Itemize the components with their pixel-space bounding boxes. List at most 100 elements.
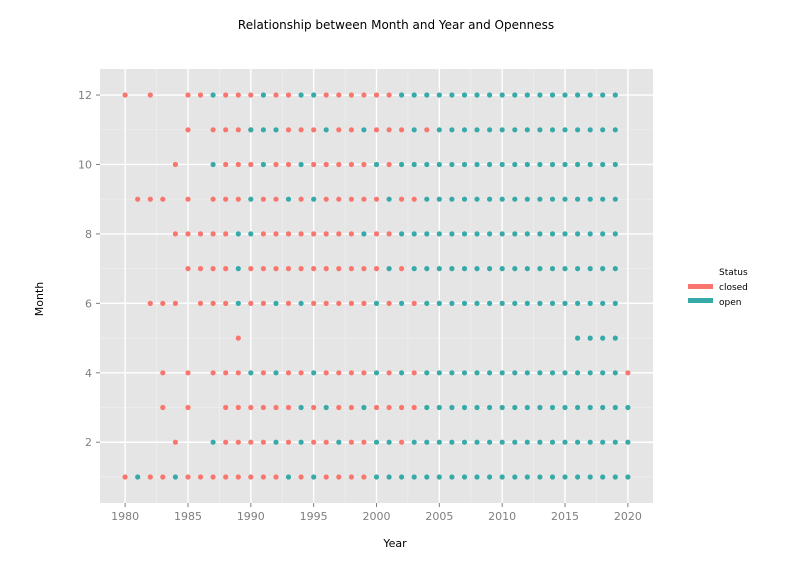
data-point-open: [549, 370, 556, 376]
data-point-closed: [185, 266, 191, 272]
data-point-closed: [298, 127, 304, 133]
data-point-closed: [273, 474, 279, 480]
data-point-open: [373, 161, 380, 168]
data-point-open: [361, 127, 367, 133]
data-point-open: [600, 404, 606, 411]
data-point-closed: [373, 196, 380, 202]
data-point-open: [549, 127, 556, 133]
data-point-open: [298, 300, 304, 306]
data-point-open: [449, 92, 455, 98]
data-point-closed: [298, 231, 304, 237]
data-point-open: [487, 127, 493, 133]
data-point-open: [537, 439, 543, 445]
data-point-closed: [361, 474, 367, 480]
data-point-closed: [285, 404, 292, 411]
data-point-open: [612, 127, 618, 133]
data-point-closed: [172, 161, 178, 168]
data-point-open: [524, 127, 530, 133]
data-point-closed: [311, 404, 317, 411]
data-point-open: [449, 370, 455, 376]
data-point-open: [575, 127, 581, 133]
data-point-open: [487, 92, 493, 98]
data-point-closed: [323, 92, 329, 98]
data-point-closed: [248, 266, 254, 272]
data-point-open: [524, 92, 530, 98]
data-point-open: [373, 300, 380, 306]
data-point-open: [424, 474, 430, 480]
data-point-closed: [248, 161, 254, 168]
data-point-open: [499, 300, 505, 306]
data-point-open: [436, 404, 442, 411]
data-point-open: [487, 300, 493, 306]
data-point-open: [273, 439, 279, 445]
data-point-closed: [361, 300, 367, 306]
data-point-closed: [273, 231, 279, 237]
data-point-open: [575, 404, 581, 411]
y-axis-title: Month: [33, 282, 46, 317]
data-point-closed: [197, 266, 204, 272]
data-point-closed: [160, 196, 166, 202]
data-point-closed: [223, 231, 229, 237]
data-point-open: [612, 266, 618, 272]
data-point-closed: [260, 370, 266, 376]
y-tick-label: 12: [78, 89, 92, 102]
data-point-open: [248, 127, 254, 133]
data-point-open: [612, 231, 618, 237]
data-point-open: [336, 439, 342, 445]
data-point-closed: [223, 161, 229, 168]
data-point-open: [549, 266, 556, 272]
data-point-open: [625, 474, 631, 480]
data-point-closed: [147, 92, 153, 98]
data-point-open: [411, 231, 417, 237]
data-point-closed: [235, 127, 241, 133]
data-point-closed: [235, 370, 241, 376]
data-point-open: [612, 404, 618, 411]
data-point-open: [549, 404, 556, 411]
data-point-closed: [348, 404, 354, 411]
data-point-open: [461, 266, 468, 272]
data-point-closed: [197, 474, 204, 480]
data-point-open: [524, 196, 530, 202]
data-point-closed: [235, 404, 241, 411]
data-point-open: [600, 92, 606, 98]
data-point-closed: [147, 196, 153, 202]
data-point-closed: [248, 404, 254, 411]
data-point-closed: [248, 300, 254, 306]
data-point-open: [499, 92, 505, 98]
data-point-closed: [235, 161, 241, 168]
data-point-closed: [399, 404, 405, 411]
data-point-open: [524, 161, 530, 168]
data-point-closed: [323, 196, 329, 202]
data-point-closed: [323, 266, 329, 272]
data-point-open: [499, 474, 505, 480]
data-point-open: [436, 370, 442, 376]
data-point-closed: [210, 266, 216, 272]
data-point-open: [235, 231, 241, 237]
data-point-open: [487, 474, 493, 480]
data-point-open: [537, 196, 543, 202]
data-point-closed: [373, 92, 380, 98]
data-point-open: [612, 161, 618, 168]
data-point-closed: [273, 161, 279, 168]
data-point-open: [436, 196, 442, 202]
data-point-closed: [160, 300, 166, 306]
legend-key-open: [688, 298, 713, 303]
data-point-open: [587, 439, 593, 445]
data-point-closed: [411, 300, 417, 306]
data-point-closed: [160, 474, 166, 480]
data-point-closed: [361, 370, 367, 376]
data-point-open: [587, 92, 593, 98]
data-point-open: [210, 439, 216, 445]
data-point-open: [600, 370, 606, 376]
data-point-closed: [122, 92, 128, 98]
data-point-open: [386, 266, 392, 272]
data-point-open: [311, 92, 317, 98]
data-point-open: [311, 370, 317, 376]
data-point-closed: [210, 127, 216, 133]
data-point-closed: [399, 266, 405, 272]
data-point-open: [549, 92, 556, 98]
data-point-closed: [348, 196, 354, 202]
data-point-open: [235, 300, 241, 306]
data-point-open: [499, 266, 505, 272]
